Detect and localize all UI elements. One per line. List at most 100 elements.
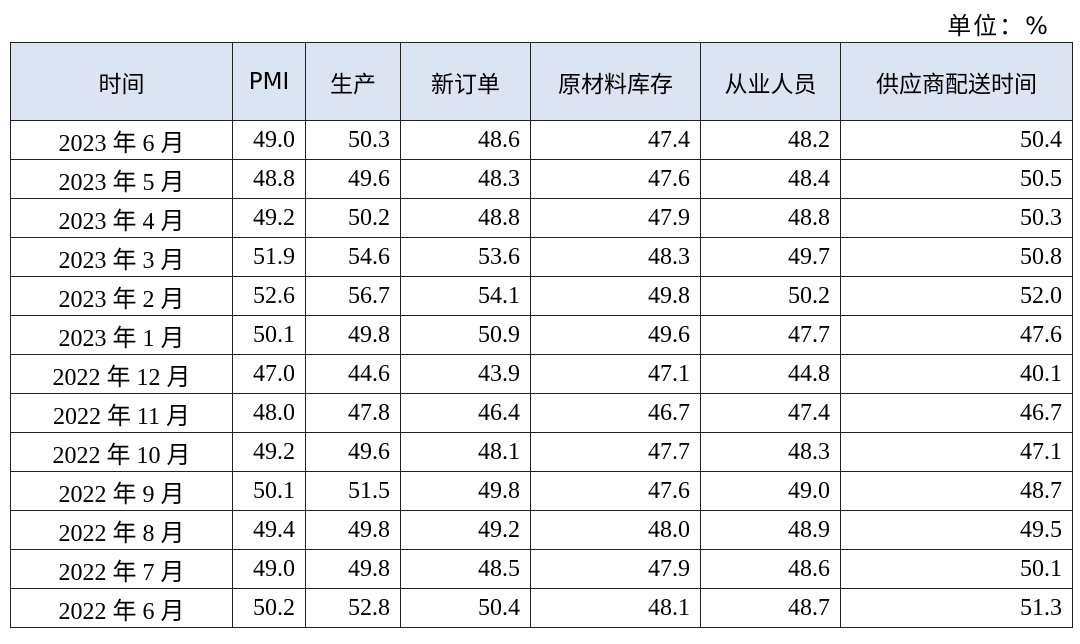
value-cell: 49.0 — [232, 120, 306, 160]
value-cell: 52.8 — [305, 588, 401, 628]
table-row: 2022 年 6 月 50.2 52.8 50.4 48.1 48.7 51.3 — [10, 588, 1073, 628]
value-cell: 47.9 — [530, 549, 701, 589]
value-cell: 46.4 — [400, 393, 531, 433]
value-cell: 48.0 — [232, 393, 306, 433]
value-cell: 50.2 — [700, 276, 841, 316]
header-cell: 原材料库存 — [530, 42, 701, 121]
value-cell: 48.3 — [700, 432, 841, 472]
value-cell: 49.7 — [700, 237, 841, 277]
value-cell: 47.7 — [700, 315, 841, 355]
value-cell: 52.6 — [232, 276, 306, 316]
month-cell: 2022 年 12 月 — [10, 354, 233, 394]
value-cell: 47.6 — [530, 471, 701, 511]
header-cell: 供应商配送时间 — [840, 42, 1073, 121]
value-cell: 46.7 — [530, 393, 701, 433]
month-cell: 2023 年 2 月 — [10, 276, 233, 316]
month-cell: 2023 年 4 月 — [10, 198, 233, 238]
value-cell: 48.8 — [700, 198, 841, 238]
value-cell: 48.6 — [400, 120, 531, 160]
table-row: 2022 年 11 月 48.0 47.8 46.4 46.7 47.4 46.7 — [10, 393, 1073, 433]
value-cell: 50.3 — [840, 198, 1073, 238]
header-cell: 时间 — [10, 42, 233, 121]
value-cell: 48.7 — [840, 471, 1073, 511]
value-cell: 49.4 — [232, 510, 306, 550]
value-cell: 51.9 — [232, 237, 306, 277]
value-cell: 48.8 — [400, 198, 531, 238]
value-cell: 48.1 — [530, 588, 701, 628]
value-cell: 47.7 — [530, 432, 701, 472]
value-cell: 50.3 — [305, 120, 401, 160]
value-cell: 48.4 — [700, 159, 841, 199]
value-cell: 49.8 — [305, 510, 401, 550]
value-cell: 47.1 — [530, 354, 701, 394]
value-cell: 54.6 — [305, 237, 401, 277]
table-row: 2023 年 4 月 49.2 50.2 48.8 47.9 48.8 50.3 — [10, 198, 1073, 238]
header-cell: 从业人员 — [700, 42, 841, 121]
table-row: 2022 年 9 月 50.1 51.5 49.8 47.6 49.0 48.7 — [10, 471, 1073, 511]
value-cell: 49.8 — [305, 549, 401, 589]
table-row: 2022 年 8 月 49.4 49.8 49.2 48.0 48.9 49.5 — [10, 510, 1073, 550]
value-cell: 49.2 — [232, 198, 306, 238]
value-cell: 47.4 — [530, 120, 701, 160]
month-cell: 2022 年 6 月 — [10, 588, 233, 628]
value-cell: 48.9 — [700, 510, 841, 550]
value-cell: 47.8 — [305, 393, 401, 433]
value-cell: 48.3 — [530, 237, 701, 277]
value-cell: 50.2 — [232, 588, 306, 628]
value-cell: 48.7 — [700, 588, 841, 628]
value-cell: 52.0 — [840, 276, 1073, 316]
header-row: 时间 PMI 生产 新订单 原材料库存 从业人员 供应商配送时间 — [10, 42, 1073, 121]
value-cell: 48.3 — [400, 159, 531, 199]
table-row: 2022 年 10 月 49.2 49.6 48.1 47.7 48.3 47.1 — [10, 432, 1073, 472]
value-cell: 47.6 — [530, 159, 701, 199]
value-cell: 48.1 — [400, 432, 531, 472]
value-cell: 48.5 — [400, 549, 531, 589]
value-cell: 47.9 — [530, 198, 701, 238]
month-cell: 2023 年 6 月 — [10, 120, 233, 160]
value-cell: 50.1 — [232, 315, 306, 355]
value-cell: 51.3 — [840, 588, 1073, 628]
month-cell: 2022 年 9 月 — [10, 471, 233, 511]
value-cell: 43.9 — [400, 354, 531, 394]
month-cell: 2022 年 11 月 — [10, 393, 233, 433]
value-cell: 44.8 — [700, 354, 841, 394]
value-cell: 50.4 — [400, 588, 531, 628]
value-cell: 50.4 — [840, 120, 1073, 160]
table-row: 2023 年 3 月 51.9 54.6 53.6 48.3 49.7 50.8 — [10, 237, 1073, 277]
value-cell: 47.6 — [840, 315, 1073, 355]
table-row: 2023 年 5 月 48.8 49.6 48.3 47.6 48.4 50.5 — [10, 159, 1073, 199]
header-cell: 生产 — [305, 42, 401, 121]
table-row: 2023 年 2 月 52.6 56.7 54.1 49.8 50.2 52.0 — [10, 276, 1073, 316]
month-cell: 2023 年 5 月 — [10, 159, 233, 199]
table-body: 2023 年 6 月 49.0 50.3 48.6 47.4 48.2 50.4 2023 年… — [10, 120, 1073, 628]
header-cell: PMI — [232, 42, 306, 121]
table-row: 2022 年 7 月 49.0 49.8 48.5 47.9 48.6 50.1 — [10, 549, 1073, 589]
month-cell: 2022 年 7 月 — [10, 549, 233, 589]
value-cell: 49.5 — [840, 510, 1073, 550]
value-cell: 48.6 — [700, 549, 841, 589]
value-cell: 49.0 — [700, 471, 841, 511]
table-row: 2023 年 6 月 49.0 50.3 48.6 47.4 48.2 50.4 — [10, 120, 1073, 160]
value-cell: 49.2 — [232, 432, 306, 472]
value-cell: 47.1 — [840, 432, 1073, 472]
value-cell: 48.0 — [530, 510, 701, 550]
value-cell: 49.6 — [305, 159, 401, 199]
header-cell: 新订单 — [400, 42, 531, 121]
value-cell: 50.2 — [305, 198, 401, 238]
value-cell: 47.4 — [700, 393, 841, 433]
value-cell: 46.7 — [840, 393, 1073, 433]
value-cell: 49.8 — [305, 315, 401, 355]
value-cell: 47.0 — [232, 354, 306, 394]
value-cell: 53.6 — [400, 237, 531, 277]
value-cell: 51.5 — [305, 471, 401, 511]
value-cell: 49.2 — [400, 510, 531, 550]
value-cell: 49.6 — [305, 432, 401, 472]
month-cell: 2023 年 3 月 — [10, 237, 233, 277]
table-row: 2023 年 1 月 50.1 49.8 50.9 49.6 47.7 47.6 — [10, 315, 1073, 355]
value-cell: 49.6 — [530, 315, 701, 355]
value-cell: 50.8 — [840, 237, 1073, 277]
value-cell: 48.8 — [232, 159, 306, 199]
value-cell: 49.0 — [232, 549, 306, 589]
value-cell: 50.1 — [840, 549, 1073, 589]
value-cell: 49.8 — [530, 276, 701, 316]
